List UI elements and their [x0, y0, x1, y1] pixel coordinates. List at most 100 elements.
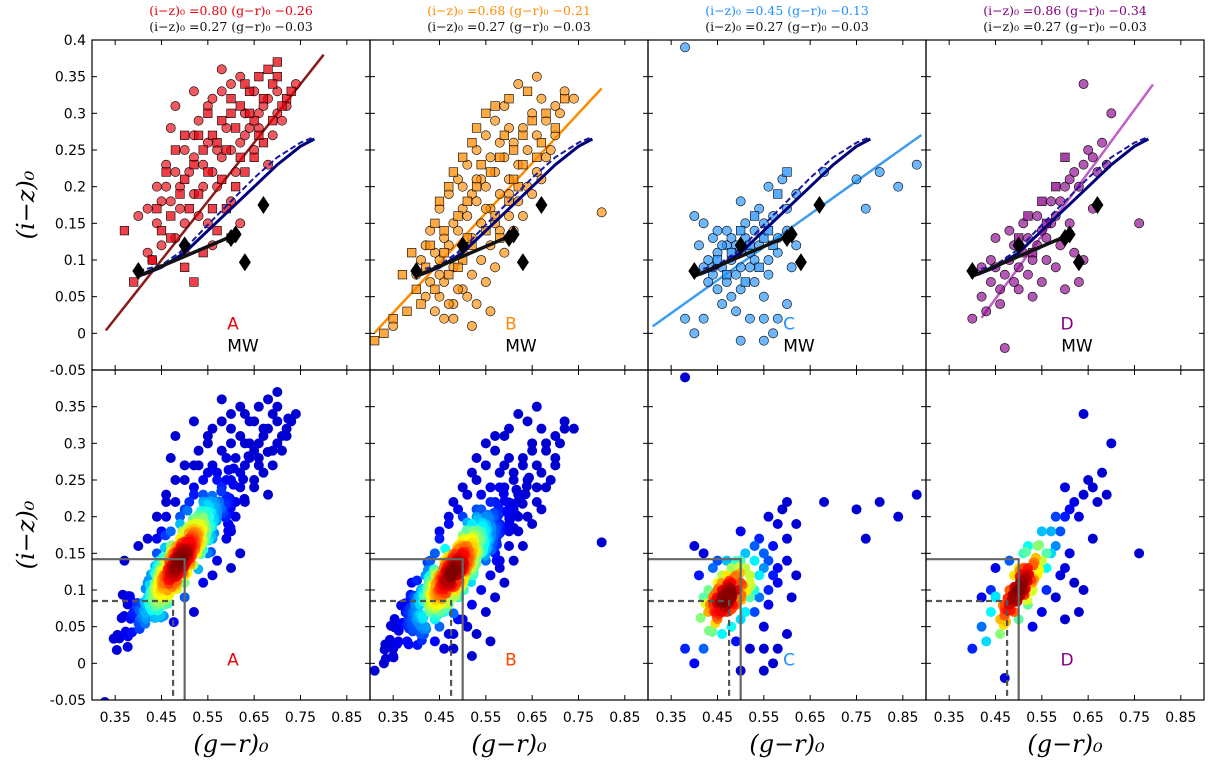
data-point-circle [476, 218, 487, 229]
data-point-circle [198, 159, 209, 170]
density-point [272, 387, 283, 397]
data-point-circle [175, 203, 185, 214]
data-point-circle [161, 181, 172, 192]
data-point-square [444, 182, 454, 192]
data-point-circle [763, 181, 774, 192]
mw-diamond-marker [785, 225, 798, 244]
data-point-circle [536, 93, 547, 104]
data-point-circle [758, 218, 769, 229]
density-point [517, 460, 528, 471]
density-point [244, 416, 255, 427]
data-point-circle [1027, 291, 1038, 302]
density-point [226, 563, 236, 573]
data-point-circle [531, 71, 542, 82]
y-tick-label: 0.35 [55, 400, 86, 416]
data-point-circle [726, 291, 737, 302]
density-point [1041, 585, 1052, 595]
density-point [521, 481, 532, 492]
density-point [1106, 438, 1117, 449]
guide-line-dashed [648, 599, 731, 700]
data-point-circle [731, 306, 741, 317]
data-point-square [147, 255, 157, 265]
density-point [698, 548, 709, 559]
data-point-circle [235, 218, 246, 229]
data-point-circle [499, 247, 510, 258]
density-point [695, 612, 706, 623]
data-point-square [268, 116, 278, 126]
data-point-square [249, 152, 259, 162]
data-point-square [476, 160, 486, 170]
density-point [170, 431, 181, 441]
density-point [976, 592, 987, 603]
density-point [100, 697, 110, 700]
density-point [559, 416, 570, 427]
data-point-circle [772, 247, 783, 258]
data-point-circle [513, 79, 524, 89]
density-point [499, 577, 510, 588]
data-point-circle [735, 335, 746, 346]
panel-label: D [1060, 315, 1073, 335]
data-point-circle [999, 269, 1010, 280]
density-point [693, 570, 704, 581]
data-point-circle [1087, 152, 1098, 163]
density-point [434, 526, 445, 537]
guide-line-solid [926, 558, 1020, 700]
density-point [976, 621, 987, 632]
data-point-square [221, 145, 231, 155]
data-point-circle [985, 255, 996, 265]
data-point-circle [202, 218, 213, 229]
x-tick-label: 0.55 [192, 710, 223, 726]
data-point-square [434, 196, 445, 206]
density-point [119, 555, 130, 566]
data-point-circle [170, 101, 181, 111]
data-point-circle [712, 225, 723, 236]
data-point-square [203, 108, 213, 118]
y-tick-label: 0.2 [64, 180, 86, 196]
data-point-square [485, 167, 496, 177]
data-point-circle [1032, 211, 1043, 221]
data-point-circle [490, 262, 500, 273]
density-point [1064, 548, 1075, 559]
density-point [1060, 482, 1070, 493]
density-point [239, 409, 250, 419]
data-point-circle [504, 211, 514, 221]
density-point [283, 413, 294, 424]
density-point [527, 438, 538, 449]
density-point [184, 497, 195, 507]
data-point-square [166, 211, 176, 221]
data-point-circle [680, 313, 690, 324]
density-point [749, 607, 760, 617]
density-point [202, 467, 213, 478]
model-track-line [694, 135, 871, 272]
density-point [462, 489, 473, 500]
density-point [527, 445, 538, 456]
data-point-square [189, 277, 199, 287]
density-point [151, 533, 162, 544]
density-point [758, 563, 769, 573]
density-point [1036, 607, 1047, 617]
density-point [763, 555, 774, 566]
density-point [221, 453, 232, 463]
guide-line-dashed [926, 599, 1009, 700]
density-point [226, 409, 236, 419]
density-point [768, 658, 779, 669]
data-point-circle [277, 115, 287, 126]
density-point [541, 438, 552, 449]
data-point-circle [429, 306, 440, 317]
data-point-circle [267, 130, 278, 141]
density-point [127, 627, 138, 638]
density-point [253, 401, 264, 412]
data-point-circle [763, 255, 774, 265]
data-point-square [286, 86, 296, 96]
data-point-square [453, 211, 463, 221]
data-point-square [736, 226, 746, 236]
density-point [740, 607, 751, 617]
data-point-square [453, 262, 463, 272]
density-point [434, 621, 445, 632]
data-point-circle [290, 79, 301, 89]
density-point [188, 416, 199, 427]
x-tick-label: 0.75 [841, 710, 872, 726]
guide-line-solid [92, 558, 186, 700]
data-point-square [212, 138, 222, 148]
mw-diamond-marker [688, 262, 701, 280]
